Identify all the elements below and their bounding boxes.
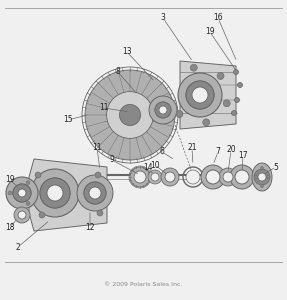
Circle shape	[47, 185, 63, 201]
Circle shape	[31, 169, 79, 217]
Text: 2: 2	[15, 242, 20, 251]
Text: 6: 6	[160, 148, 164, 157]
Text: 21: 21	[187, 143, 197, 152]
Text: 7: 7	[216, 148, 220, 157]
Text: 19: 19	[205, 28, 215, 37]
Circle shape	[238, 82, 243, 88]
Circle shape	[119, 104, 141, 125]
Circle shape	[149, 96, 177, 124]
Circle shape	[148, 170, 162, 184]
Circle shape	[232, 110, 236, 116]
Circle shape	[134, 171, 146, 183]
Text: 13: 13	[122, 47, 132, 56]
Circle shape	[261, 167, 263, 170]
Circle shape	[155, 102, 171, 118]
Text: 14: 14	[143, 164, 153, 172]
Text: 15: 15	[63, 116, 73, 124]
Text: 16: 16	[213, 14, 223, 22]
Circle shape	[40, 178, 70, 208]
Circle shape	[18, 211, 26, 219]
Circle shape	[267, 176, 269, 178]
Circle shape	[89, 187, 101, 199]
Circle shape	[26, 181, 30, 184]
Circle shape	[35, 172, 41, 178]
Text: 11: 11	[99, 103, 109, 112]
Circle shape	[192, 87, 208, 103]
Text: 17: 17	[238, 151, 248, 160]
Text: 12: 12	[85, 224, 95, 232]
Circle shape	[40, 178, 70, 208]
Circle shape	[186, 81, 214, 109]
Text: 3: 3	[160, 14, 165, 22]
Text: 18: 18	[5, 223, 15, 232]
Text: 10: 10	[150, 160, 160, 169]
Text: 5: 5	[274, 163, 278, 172]
Text: 9: 9	[110, 155, 115, 164]
Circle shape	[97, 210, 103, 216]
Text: 19: 19	[5, 176, 15, 184]
Circle shape	[85, 70, 175, 160]
Circle shape	[223, 172, 233, 182]
Circle shape	[178, 73, 222, 117]
Text: © 2009 Polaris Sales Inc.: © 2009 Polaris Sales Inc.	[104, 283, 182, 287]
Polygon shape	[29, 159, 107, 231]
Circle shape	[26, 201, 30, 206]
Text: 11: 11	[92, 143, 102, 152]
Circle shape	[261, 184, 263, 188]
Circle shape	[84, 182, 106, 204]
Circle shape	[106, 92, 153, 138]
Circle shape	[18, 189, 26, 197]
Circle shape	[165, 172, 175, 182]
Circle shape	[203, 119, 210, 126]
Circle shape	[235, 170, 249, 184]
Polygon shape	[180, 61, 236, 129]
Circle shape	[13, 184, 31, 202]
Circle shape	[176, 110, 183, 118]
Circle shape	[254, 169, 270, 185]
Circle shape	[255, 176, 257, 178]
Circle shape	[186, 170, 200, 184]
Circle shape	[230, 165, 254, 189]
Ellipse shape	[252, 163, 272, 191]
Circle shape	[151, 173, 159, 181]
Circle shape	[206, 170, 220, 184]
Circle shape	[186, 81, 214, 109]
Text: 20: 20	[226, 146, 236, 154]
Circle shape	[161, 168, 179, 186]
Circle shape	[159, 106, 167, 114]
Circle shape	[223, 100, 230, 107]
Circle shape	[13, 184, 31, 202]
Circle shape	[201, 165, 225, 189]
Circle shape	[84, 182, 106, 204]
Circle shape	[130, 167, 150, 187]
Circle shape	[258, 173, 266, 181]
Circle shape	[217, 73, 224, 80]
Circle shape	[190, 64, 197, 71]
Circle shape	[14, 207, 30, 223]
Circle shape	[95, 172, 101, 178]
Circle shape	[155, 102, 171, 118]
Circle shape	[39, 212, 45, 218]
Circle shape	[8, 191, 12, 195]
Circle shape	[234, 70, 238, 74]
Circle shape	[6, 177, 38, 209]
Circle shape	[77, 175, 113, 211]
Circle shape	[234, 98, 239, 103]
Circle shape	[219, 168, 237, 186]
Text: 8: 8	[116, 68, 120, 76]
